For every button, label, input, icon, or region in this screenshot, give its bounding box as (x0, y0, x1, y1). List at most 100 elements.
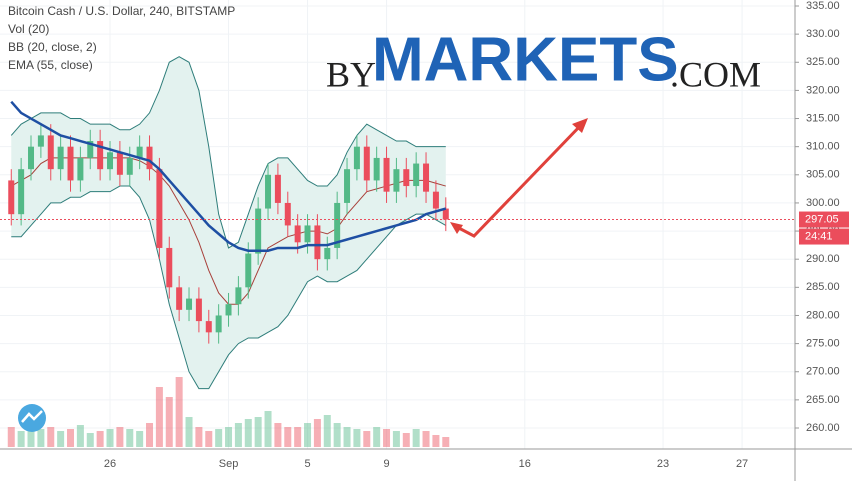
volume-bar (205, 431, 213, 447)
candle-body (403, 169, 410, 187)
watermark: BY MARKETS .COM (326, 25, 761, 94)
plot (0, 0, 795, 449)
volume-bar (67, 429, 75, 447)
volume-bar (343, 427, 351, 447)
volume-bar (136, 431, 144, 447)
indicator-label: BB (20, close, 2) (8, 40, 97, 54)
candle-body (18, 169, 25, 215)
candle-body (274, 174, 281, 203)
candle-body (37, 135, 44, 147)
y-tick-label: 330.00 (806, 28, 840, 40)
candle-body (146, 146, 153, 170)
y-tick-label: 290.00 (806, 253, 840, 265)
volume-bar (17, 431, 25, 447)
candle-body (423, 163, 430, 192)
candle-body (107, 152, 114, 170)
candle-body (225, 304, 232, 316)
volume-bar (185, 417, 193, 447)
x-tick-label: Sep (219, 458, 239, 470)
arrow-line (454, 122, 584, 238)
volume-bar (363, 431, 371, 447)
x-tick-label: 23 (657, 458, 669, 470)
brand-name: MARKETS (372, 25, 679, 94)
bb-fill (11, 56, 446, 389)
x-tick-label: 16 (519, 458, 531, 470)
bb-lower (11, 185, 447, 390)
candle-body (383, 157, 390, 192)
bb-upper (10, 56, 446, 249)
volume-bar (76, 425, 84, 447)
arrow (450, 118, 588, 238)
candle-body (87, 141, 94, 158)
candle-body (205, 321, 212, 333)
indicator-label: EMA (55, close) (8, 58, 93, 72)
x-tick-label: 27 (736, 458, 748, 470)
candle-body (28, 146, 35, 170)
y-tick-label: 335.00 (806, 0, 840, 12)
candle-body (57, 146, 64, 170)
candle-body (215, 315, 222, 333)
countdown-label: 24:41 (805, 230, 833, 242)
volume-bar (254, 417, 262, 447)
candle-body (324, 247, 331, 260)
brand-tld: .COM (670, 54, 761, 94)
candle-body (176, 287, 183, 310)
ema-line (10, 100, 447, 253)
volume-bar (333, 423, 341, 447)
candle-body (353, 146, 360, 170)
candle-body (432, 191, 439, 209)
volume-bar (146, 423, 154, 447)
y-tick-label: 270.00 (806, 366, 840, 378)
indicator-label: Vol (20) (8, 22, 49, 36)
volume-bar (195, 427, 203, 447)
candle-body (195, 298, 202, 322)
volume-bar (225, 427, 233, 447)
candle-body (235, 287, 242, 305)
candle-body (442, 208, 449, 220)
candle-body (334, 202, 341, 248)
candle-body (255, 208, 262, 254)
volume-bar (294, 427, 302, 447)
candle-body (265, 174, 272, 209)
candle-body (166, 247, 173, 288)
volume-bar (274, 423, 282, 447)
volume-bar (57, 431, 65, 447)
arrow-head (450, 222, 463, 234)
chart-title: Bitcoin Cash / U.S. Dollar, 240, BITSTAM… (8, 4, 235, 18)
y-tick-label: 275.00 (806, 338, 840, 350)
logo-mark (21, 410, 43, 423)
candle-body (156, 169, 163, 248)
brand-by: BY (326, 54, 376, 94)
y-tick-label: 320.00 (806, 84, 840, 96)
candle-body (294, 225, 301, 243)
volume-bar (373, 427, 381, 447)
candle-body (77, 157, 84, 181)
y-tick-label: 265.00 (806, 394, 840, 406)
countdown-tag (799, 228, 849, 245)
volume-bar (165, 397, 173, 447)
volume-bar (284, 427, 292, 447)
candle-body (284, 202, 291, 226)
arrow-head (572, 118, 588, 133)
candle-body (126, 157, 133, 175)
volume-bar (175, 377, 183, 447)
x-tick-label: 9 (383, 458, 389, 470)
candle-body (344, 169, 351, 203)
volume-bar (402, 433, 410, 447)
candle-body (314, 225, 321, 260)
volume-bar (215, 429, 223, 447)
volume-bar (383, 429, 391, 447)
y-tick-label: 260.00 (806, 422, 840, 434)
candle-body (304, 225, 311, 243)
volume-bar (432, 435, 440, 447)
candle-body (47, 135, 54, 170)
candle-body (67, 146, 74, 181)
y-tick-label: 310.00 (806, 141, 840, 153)
candle-body (393, 169, 400, 192)
y-tick-label: 325.00 (806, 56, 840, 68)
volume-bar (442, 437, 450, 447)
volume-bar (86, 433, 94, 447)
candle-body (186, 298, 193, 310)
